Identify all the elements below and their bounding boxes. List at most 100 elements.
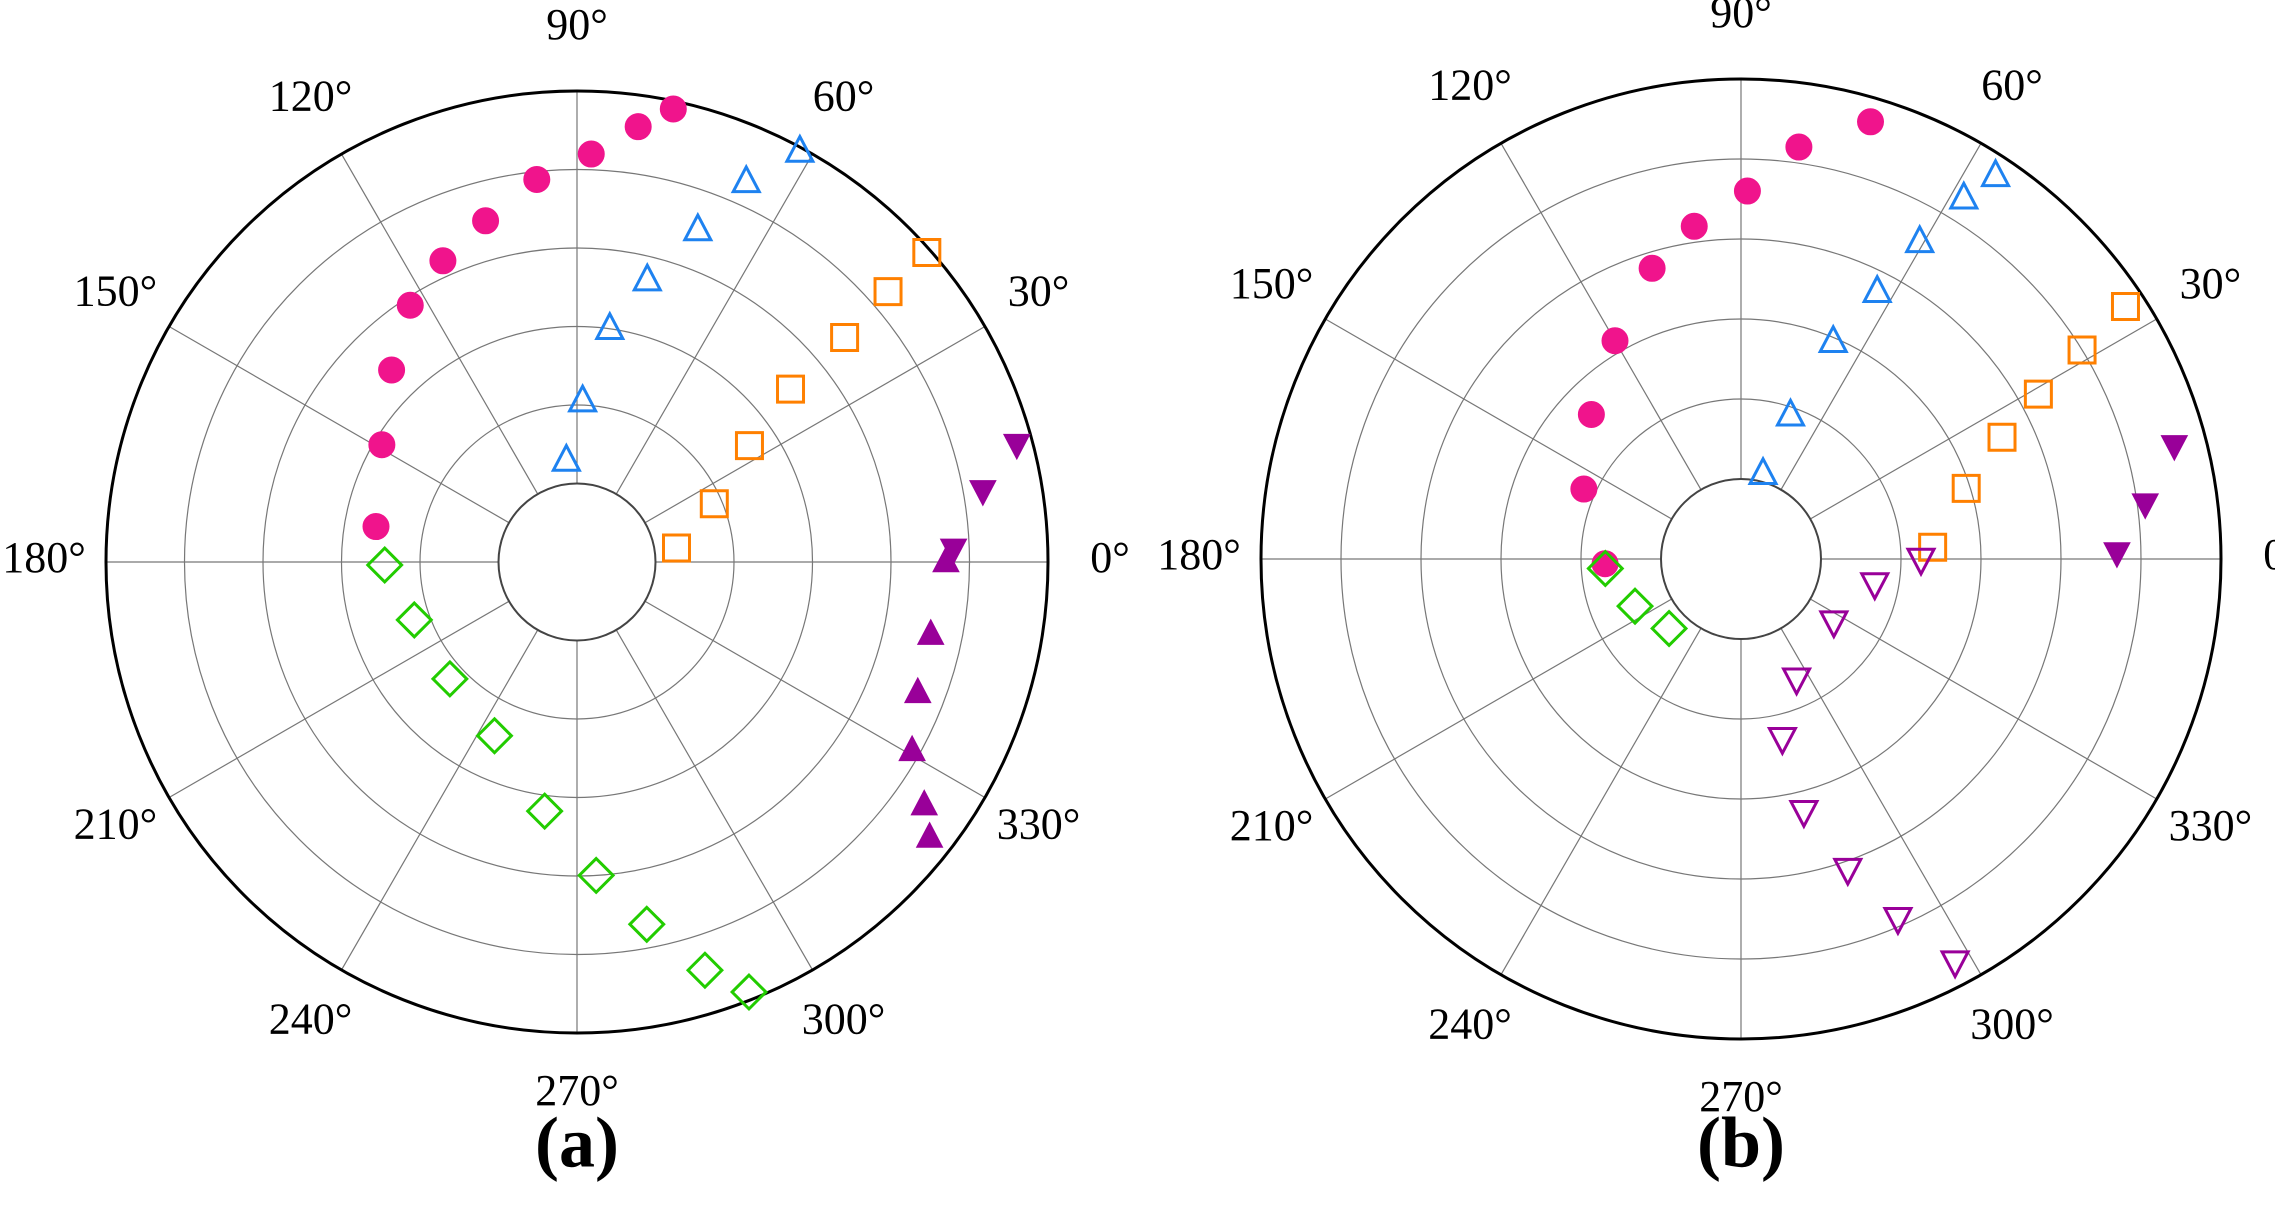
spoke <box>340 629 539 971</box>
angle-label: 330° <box>997 800 1081 849</box>
data-point <box>682 211 714 242</box>
angle-label: 30° <box>2180 259 2242 308</box>
data-point <box>1002 433 1031 461</box>
data-point <box>1980 157 2012 188</box>
spoke <box>168 600 510 799</box>
spoke <box>1500 627 1702 975</box>
angle-label: 90° <box>1710 0 1772 37</box>
data-point <box>594 310 626 341</box>
panel-label: (a) <box>535 1103 619 1183</box>
angle-label: 330° <box>2169 801 2253 850</box>
data-point <box>577 856 616 895</box>
data-point <box>873 277 903 307</box>
data-point <box>1817 323 1849 354</box>
data-point <box>429 247 457 275</box>
data-point <box>912 238 942 268</box>
data-point <box>1747 455 1779 486</box>
angle-label: 0° <box>1090 533 1130 582</box>
data-point <box>550 442 582 472</box>
grid-circle <box>1259 77 2223 1041</box>
spoke <box>1809 318 2157 520</box>
data-point <box>776 374 806 404</box>
data-point <box>577 140 605 168</box>
data-point <box>1882 906 1914 937</box>
angle-label: 240° <box>269 995 353 1044</box>
data-point <box>969 480 997 507</box>
data-point <box>1680 212 1708 240</box>
angle-label: 150° <box>1230 259 1314 308</box>
data-point <box>365 545 404 585</box>
data-point <box>624 113 652 141</box>
data-point <box>1650 609 1689 648</box>
data-point <box>525 792 564 831</box>
data-point <box>1905 547 1937 578</box>
data-point <box>523 165 551 193</box>
data-point <box>1948 180 1980 210</box>
data-point <box>730 163 762 194</box>
spoke <box>1325 318 1673 520</box>
data-point <box>475 716 514 755</box>
data-point <box>567 383 599 413</box>
angle-label: 150° <box>74 267 158 316</box>
angle-label: 120° <box>1428 61 1512 110</box>
data-point <box>898 734 926 762</box>
angle-label: 240° <box>1428 999 1512 1048</box>
data-point <box>1591 550 1619 578</box>
data-point <box>2160 435 2189 462</box>
data-point <box>910 789 939 816</box>
grid-circle <box>340 325 814 799</box>
data-point <box>362 513 390 541</box>
data-point <box>396 291 424 319</box>
spoke <box>1780 143 1982 491</box>
data-point <box>1638 254 1666 282</box>
angle-label: 270° <box>1699 1072 1783 1121</box>
data-point <box>2131 493 2160 520</box>
data-point <box>685 951 724 990</box>
data-point <box>1857 108 1885 136</box>
data-point <box>472 207 500 235</box>
grid-circle <box>1660 478 1822 640</box>
data-point <box>1939 950 1971 980</box>
angle-label: 60° <box>813 72 875 121</box>
data-point <box>784 133 816 163</box>
spoke <box>340 153 539 495</box>
panel-label: (b) <box>1697 1103 1785 1183</box>
angle-label: 120° <box>269 72 353 121</box>
data-point <box>699 489 729 519</box>
spoke <box>644 600 986 799</box>
data-point <box>430 659 469 698</box>
data-point <box>1904 223 1936 254</box>
angle-label: 300° <box>802 995 886 1044</box>
data-point <box>2067 335 2097 365</box>
grid-circle <box>419 404 735 720</box>
grid-circle <box>497 482 657 642</box>
data-point <box>631 262 663 292</box>
angle-label: 30° <box>1008 267 1070 316</box>
data-point <box>1832 857 1864 888</box>
angle-label: 60° <box>1981 61 2043 110</box>
data-point <box>659 95 687 123</box>
angle-label: 270° <box>535 1066 619 1115</box>
data-point <box>1951 473 1981 503</box>
angle-label: 300° <box>1970 999 2054 1048</box>
data-point <box>1859 572 1891 602</box>
spoke <box>615 153 814 495</box>
grid-circle <box>262 247 892 877</box>
angle-label: 0° <box>2263 530 2275 579</box>
data-point <box>1766 727 1798 757</box>
data-point <box>734 431 764 461</box>
data-point <box>662 533 692 563</box>
data-point <box>1781 667 1813 697</box>
data-point <box>2103 542 2131 569</box>
data-point <box>1733 177 1761 205</box>
data-point <box>1570 475 1598 503</box>
spoke <box>168 325 510 524</box>
data-point <box>915 821 944 848</box>
spoke <box>1500 143 1702 491</box>
data-point <box>1601 327 1629 355</box>
data-point <box>1616 587 1655 626</box>
grid-circle <box>1420 238 2062 880</box>
data-point <box>916 618 945 645</box>
data-point <box>378 356 406 384</box>
